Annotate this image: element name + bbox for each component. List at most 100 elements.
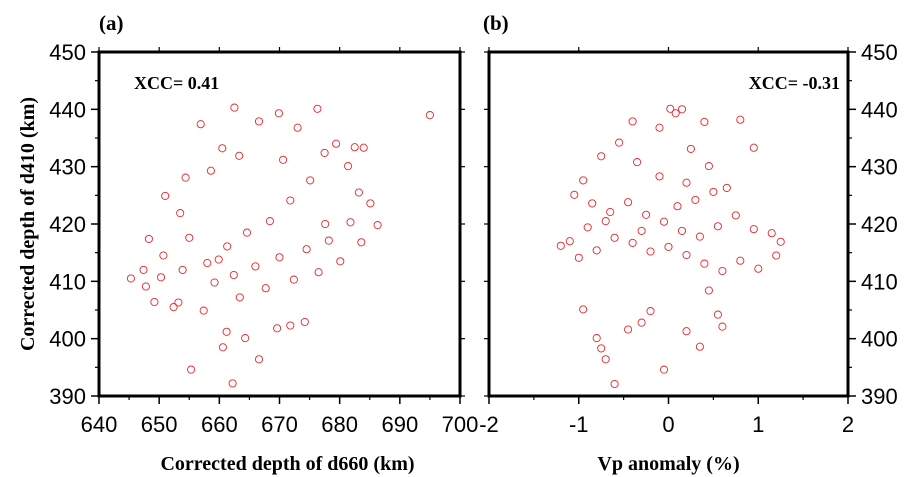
x-tick-label: 670 (261, 412, 298, 437)
x-tick-label: -1 (569, 412, 589, 437)
data-point (695, 342, 704, 351)
x-tick-label: 660 (201, 412, 238, 437)
data-point (144, 234, 153, 243)
x-tick-label: -2 (479, 412, 499, 437)
data-point (181, 173, 190, 182)
x-tick-label: 1 (752, 412, 764, 437)
data-point (731, 211, 740, 220)
data-point (274, 109, 283, 118)
data-point (592, 246, 601, 255)
data-point (677, 226, 687, 235)
data-point (169, 303, 178, 312)
data-point (659, 217, 669, 226)
data-point (772, 251, 781, 260)
data-point (677, 105, 687, 114)
data-point (313, 104, 322, 113)
data-point (196, 120, 205, 129)
data-point (425, 111, 434, 120)
data-point (642, 210, 651, 219)
data-point (666, 104, 675, 113)
data-point (646, 247, 655, 256)
data-point (306, 176, 315, 185)
data-point (718, 322, 727, 331)
y-tick-label: 390 (49, 384, 86, 409)
data-point (695, 232, 704, 241)
data-point (242, 228, 252, 237)
data-point (286, 196, 295, 205)
data-point (366, 199, 375, 208)
data-point (235, 293, 244, 302)
data-point (722, 183, 731, 192)
data-point (570, 190, 579, 199)
data-point (597, 152, 606, 161)
data-point (346, 218, 355, 227)
data-point (588, 199, 597, 208)
data-point (749, 143, 758, 152)
y-tick-label: 400 (49, 327, 86, 352)
y-tick-label: 410 (49, 269, 86, 294)
data-point (597, 344, 606, 353)
data-point (344, 162, 353, 171)
data-point (354, 188, 363, 197)
data-point (682, 178, 691, 187)
data-point (736, 115, 745, 124)
data-point (161, 191, 170, 200)
data-point (241, 334, 250, 343)
y-tick-label: 440 (49, 97, 86, 122)
data-point (254, 117, 264, 126)
data-point (610, 233, 619, 242)
data-point (671, 109, 680, 118)
plot-frame-a (97, 50, 462, 398)
y-axis-label-a: Corrected depth of d410 (km) (17, 97, 39, 351)
data-point (203, 258, 212, 268)
data-point (704, 162, 713, 171)
data-point (178, 265, 187, 274)
data-point (709, 187, 718, 196)
x-tick-label: 680 (321, 412, 358, 437)
data-point (126, 274, 135, 283)
data-point (776, 237, 785, 246)
data-point (655, 172, 664, 181)
data-point (556, 241, 565, 250)
data-point (713, 310, 722, 319)
data-point (230, 103, 239, 112)
data-point (176, 209, 185, 218)
data-point (300, 317, 309, 327)
data-point (646, 307, 655, 316)
x-tick-label: 690 (381, 412, 418, 437)
scatter-points-b (556, 104, 785, 389)
data-point (633, 158, 642, 167)
y-tick-label: 400 (861, 327, 898, 352)
panel-label-b: (b) (483, 11, 509, 35)
y-tick-label: 440 (861, 97, 898, 122)
data-point (156, 273, 166, 282)
data-point (624, 325, 633, 334)
data-point (579, 305, 588, 314)
data-point (210, 278, 219, 287)
y-tick-label: 390 (861, 384, 898, 409)
data-point (254, 355, 264, 364)
data-point (637, 318, 646, 327)
data-point (601, 217, 610, 226)
data-point (718, 266, 727, 276)
data-point (754, 264, 763, 273)
data-point (332, 139, 341, 148)
data-point (273, 324, 282, 333)
data-point (615, 138, 624, 147)
data-point (150, 297, 159, 307)
x-tick-label: 0 (662, 412, 674, 437)
data-point (251, 262, 260, 271)
data-point (357, 238, 366, 247)
data-point (700, 117, 709, 126)
data-point (691, 195, 700, 204)
data-point (606, 207, 615, 217)
y-tick-label: 430 (861, 155, 898, 180)
x-tick-label: 700 (442, 412, 479, 437)
data-point (206, 166, 215, 175)
xcc-annotation-a: XCC= 0.41 (134, 73, 219, 93)
data-point (279, 155, 288, 164)
data-point (336, 257, 345, 266)
y-tick-label: 410 (861, 269, 898, 294)
panel-b: -2 -1 0 1 2 390 400 410 420 430 440 450 (b) XCC= -0… (479, 11, 898, 475)
